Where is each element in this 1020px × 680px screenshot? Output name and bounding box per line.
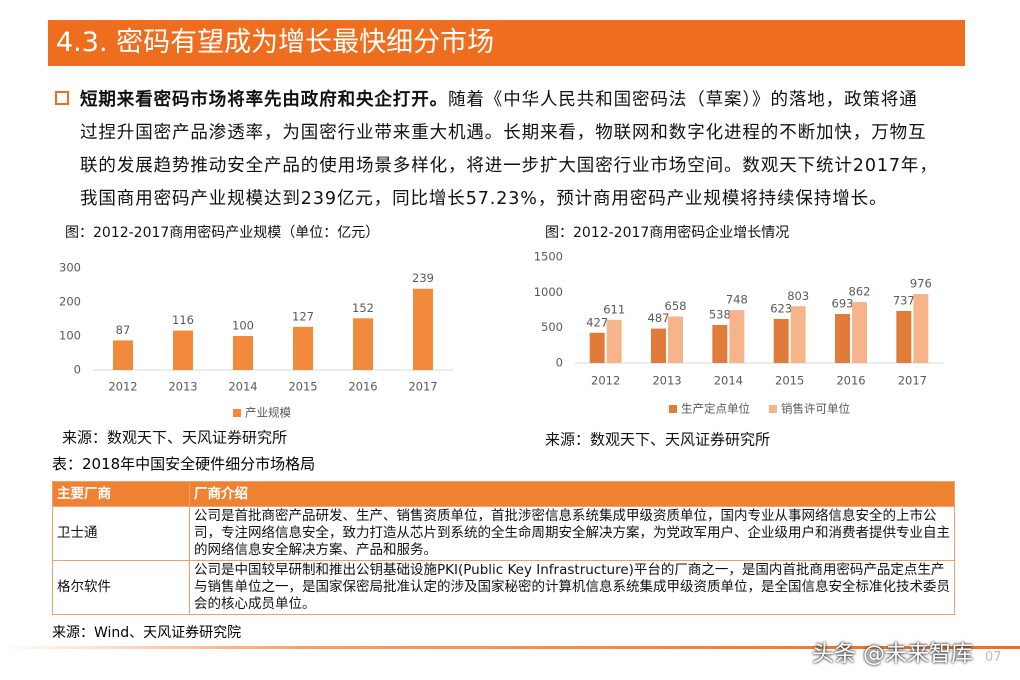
x-tick-label: 2016 <box>836 374 865 388</box>
legend-label: 生产定点单位 <box>681 402 750 416</box>
x-tick-label: 2017 <box>898 374 927 388</box>
bar <box>790 306 806 363</box>
data-label: 862 <box>849 285 871 299</box>
bar <box>729 310 745 363</box>
y-tick-label: 300 <box>59 261 81 275</box>
y-tick-label: 500 <box>541 320 563 334</box>
bar <box>712 324 728 363</box>
data-label: 538 <box>709 307 731 321</box>
legend-swatch <box>233 409 241 417</box>
th: 主要厂商 <box>52 481 190 507</box>
bar <box>606 319 622 363</box>
chart-title: 图：2012-2017商用密码产业规模（单位：亿元） <box>65 224 379 241</box>
x-tick-label: 2012 <box>108 380 137 394</box>
data-label: 239 <box>412 271 434 285</box>
lead: 短期来看密码市场将率先由政府和央企打开。 <box>80 90 448 110</box>
bar <box>835 314 850 363</box>
page-number: 07 <box>985 650 1002 665</box>
watermark: 头条 @未来智库 <box>812 642 973 667</box>
chart-title: 图：2012-2017商用密码企业增长情况 <box>545 224 789 241</box>
x-tick-label: 2014 <box>714 374 743 388</box>
paragraph-line: 短期来看密码市场将率先由政府和央企打开。随着《中华人民共和国密码法（草案）》的落… <box>80 86 918 111</box>
bar <box>913 294 929 363</box>
y-tick-label: 200 <box>59 295 81 309</box>
paragraph-line: 我国商用密码产业规模达到239亿元，同比增长57.23%，预计商用密码产业规模将… <box>80 189 888 209</box>
bullet-icon <box>55 91 69 105</box>
legend-swatch <box>769 405 777 413</box>
bar <box>353 318 373 370</box>
data-label: 693 <box>832 297 854 311</box>
x-tick-label: 2012 <box>591 374 620 388</box>
data-label: 152 <box>352 301 374 315</box>
y-tick-label: 100 <box>59 329 81 343</box>
text: 随着《中华人民共和国密码法（草案）》的落地，政策将通 <box>448 90 918 110</box>
bar <box>293 326 313 370</box>
bar <box>413 288 433 370</box>
data-label: 803 <box>787 289 809 303</box>
data-label: 487 <box>648 311 670 325</box>
paragraph-line: 过捏升国密产品渗透率，为国密行业带来重大机遇。长期来看，物联网和数字化进程的不断… <box>80 123 927 143</box>
data-label: 127 <box>292 309 314 323</box>
legend-label: 销售许可单位 <box>781 402 850 416</box>
td: 卫士通 <box>52 506 190 561</box>
td: 公司是中国较早研制和推出公钥基础设施PKI(Public Key Infrast… <box>189 560 955 615</box>
bar <box>233 336 253 370</box>
x-tick-label: 2014 <box>228 380 257 394</box>
data-label: 748 <box>726 293 748 307</box>
data-label: 427 <box>586 315 608 329</box>
bar <box>173 330 193 370</box>
td: 公司是首批商密产品研发、生产、销售资质单位，首批涉密信息系统集成甲级资质单位，国… <box>189 506 955 561</box>
x-tick-label: 2015 <box>775 374 804 388</box>
footer-rule <box>0 646 1020 649</box>
bar <box>589 332 605 363</box>
x-tick-label: 2013 <box>168 380 197 394</box>
data-label: 976 <box>910 277 932 291</box>
bar <box>896 310 912 363</box>
legend-label: 产业规模 <box>245 406 291 420</box>
x-tick-label: 2013 <box>652 374 681 388</box>
bar <box>113 340 133 370</box>
y-tick-label: 1000 <box>534 285 563 299</box>
y-tick-label: 1500 <box>534 250 563 264</box>
bar <box>852 302 867 363</box>
table: 主要厂商 厂商介绍 卫士通 公司是首批商密产品研发、生产、销售资质单位，首批涉密信息… <box>52 481 955 615</box>
bar <box>773 318 789 363</box>
data-label: 87 <box>116 323 131 337</box>
th: 厂商介绍 <box>189 481 955 507</box>
data-label: 100 <box>232 319 254 333</box>
x-tick-label: 2016 <box>348 380 377 394</box>
legend-swatch <box>669 405 677 413</box>
data-label: 658 <box>665 299 687 313</box>
slide-title: 4.3. 密码有望成为增长最快细分市场 <box>48 20 965 66</box>
bar <box>668 316 683 363</box>
table-source: 来源：Wind、天风证券研究院 <box>52 625 242 641</box>
data-label: 623 <box>770 301 792 315</box>
chart-source: 来源：数观天下、天风证券研究所 <box>62 429 287 447</box>
y-tick-label: 0 <box>556 356 563 370</box>
x-tick-label: 2017 <box>408 380 437 394</box>
data-label: 737 <box>893 293 915 307</box>
data-label: 611 <box>603 302 625 316</box>
chart-source: 来源：数观天下、天风证券研究所 <box>545 431 770 449</box>
td: 格尔软件 <box>52 560 190 615</box>
x-tick-label: 2015 <box>288 380 317 394</box>
table-title: 表：2018年中国安全硬件细分市场格局 <box>52 455 316 473</box>
paragraph-line: 联的发展趋势推动安全产品的使用场景多样化，将进一步扩大国密行业市场空间。数观天下… <box>80 156 938 176</box>
bar <box>651 328 666 363</box>
y-tick-label: 0 <box>74 363 81 377</box>
data-label: 116 <box>172 313 194 327</box>
